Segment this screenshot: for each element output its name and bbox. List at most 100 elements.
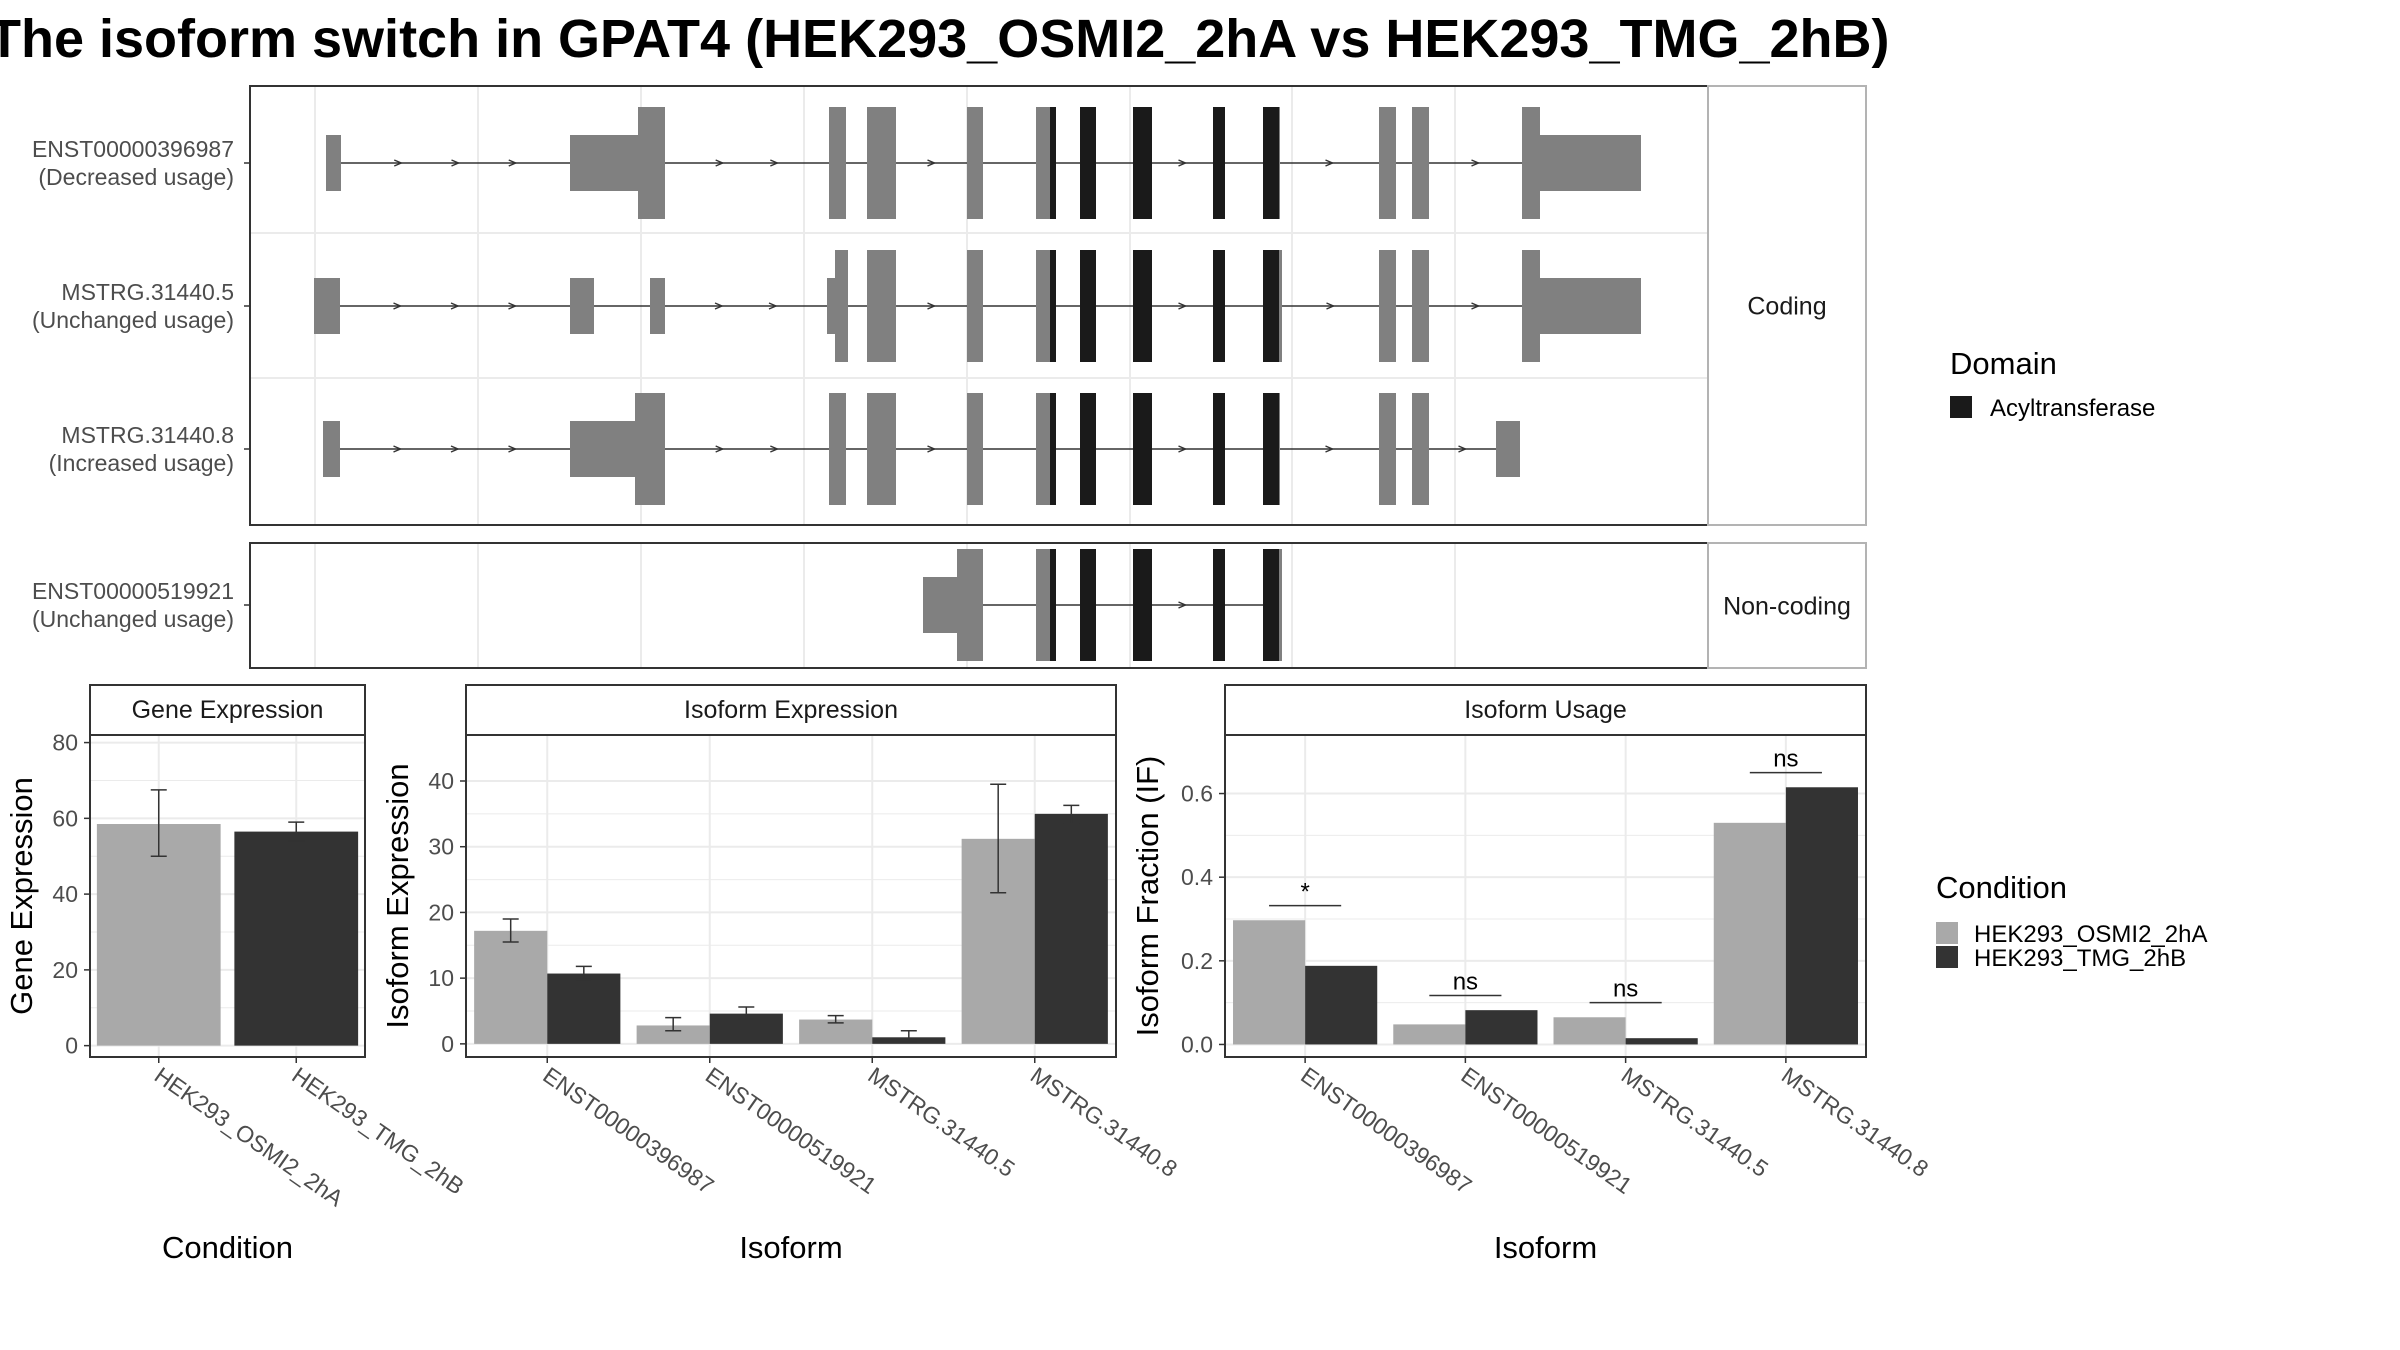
- strand-arrow: [450, 302, 460, 310]
- acyltransferase-domain: [1080, 107, 1096, 219]
- bar: [1393, 1024, 1466, 1045]
- significance-label: *: [1300, 879, 1309, 906]
- strand-arrow: [393, 159, 404, 167]
- strand-arrow: [927, 302, 937, 310]
- acyltransferase-domain: [1213, 107, 1225, 219]
- strand-arrow: [451, 159, 461, 167]
- x-tick-label: MSTRG.31440.8: [1777, 1062, 1933, 1182]
- strand-arrow: [1325, 445, 1335, 453]
- y-axis-title: Gene Expression: [4, 777, 39, 1015]
- bar: [96, 824, 221, 1046]
- acyltransferase-domain: [1133, 107, 1152, 219]
- x-tick-label: MSTRG.31440.8: [1026, 1062, 1182, 1182]
- acyltransferase-domain: [1263, 250, 1279, 362]
- bar: [474, 930, 548, 1044]
- exon: [570, 421, 635, 477]
- panel-border: [465, 734, 1117, 1058]
- bar: [1785, 787, 1858, 1045]
- y-tick-label: 0: [65, 1033, 78, 1059]
- exon: [650, 278, 665, 334]
- x-tick-label: ENST00000519921: [701, 1062, 881, 1199]
- y-tick-label: 0.2: [1181, 948, 1213, 974]
- y-tick-label: 60: [52, 805, 78, 831]
- exon: [635, 393, 665, 505]
- panel-border: [89, 734, 366, 1058]
- y-tick-label: 0.0: [1181, 1031, 1213, 1057]
- strand-arrow: [1178, 159, 1188, 167]
- acyltransferase-domain: [1213, 393, 1225, 505]
- transcript-id-label: ENST00000519921: [32, 578, 234, 604]
- bar: [636, 1025, 710, 1044]
- strand-arrow: [393, 302, 403, 310]
- panel-strip: [1224, 684, 1867, 736]
- bar: [1713, 822, 1786, 1045]
- exon: [1508, 421, 1520, 477]
- strand-arrow: [508, 302, 518, 310]
- acyltransferase-domain: [1050, 250, 1056, 362]
- domain-legend-key: [1950, 396, 1972, 418]
- y-tick-label: 0: [441, 1031, 454, 1057]
- transcript-usage-label: (Unchanged usage): [32, 606, 234, 632]
- exon: [957, 549, 983, 661]
- condition-legend-title: Condition: [1936, 870, 2067, 905]
- transcript-MSTRG.31440.8: [323, 393, 1520, 505]
- panel-border: [1224, 734, 1867, 1058]
- acyltransferase-domain: [1263, 549, 1279, 661]
- exon: [923, 577, 960, 633]
- exon: [570, 135, 638, 191]
- panel-strip: [465, 684, 1117, 736]
- x-tick-label: ENST00000396987: [538, 1062, 718, 1199]
- strand-arrow: [1178, 445, 1188, 453]
- acyltransferase-domain: [1050, 107, 1056, 219]
- panel-title: Gene Expression: [132, 696, 324, 724]
- panel-strip: [89, 684, 366, 736]
- strand-arrow: [508, 159, 518, 167]
- strand-arrow: [450, 445, 460, 453]
- strand-arrow: [508, 445, 518, 453]
- strand-arrow: [770, 445, 780, 453]
- strand-arrow: [927, 445, 937, 453]
- acyltransferase-domain: [1080, 549, 1096, 661]
- y-tick-label: 20: [52, 957, 78, 983]
- exon: [967, 250, 983, 362]
- acyltransferase-domain: [1263, 393, 1279, 505]
- exon: [867, 107, 896, 219]
- strand-arrow: [768, 302, 778, 310]
- exon: [1379, 107, 1396, 219]
- exon: [867, 250, 896, 362]
- domain-legend-title: Domain: [1950, 346, 2057, 381]
- y-axis-title: Isoform Fraction (IF): [1130, 756, 1165, 1037]
- bar: [1034, 813, 1108, 1044]
- acyltransferase-domain: [1080, 393, 1096, 505]
- strand-arrow: [714, 302, 724, 310]
- exon: [1412, 107, 1429, 219]
- isoform-structure-panel: ENST00000396987(Decreased usage) MSTRG.31…: [32, 85, 1867, 669]
- exon: [1412, 250, 1429, 362]
- transcript-usage-label: (Decreased usage): [38, 164, 234, 190]
- isoform-expression-panel: Isoform Expression 0 10 20 30 40 ENST000003969…: [380, 684, 1182, 1265]
- acyltransferase-domain: [1133, 549, 1152, 661]
- exon: [829, 393, 846, 505]
- exon: [1379, 393, 1396, 505]
- y-tick-label: 40: [428, 768, 454, 794]
- acyltransferase-domain: [1213, 549, 1225, 661]
- strand-arrow: [1471, 302, 1481, 310]
- exon: [1522, 250, 1540, 362]
- bar: [1233, 920, 1306, 1045]
- exon: [570, 278, 594, 334]
- strand-arrow: [715, 445, 725, 453]
- transcript-ENST00000519921: [923, 549, 1282, 661]
- exon: [314, 278, 340, 334]
- strand-arrow: [393, 445, 403, 453]
- condition-legend-label: HEK293_TMG_2hB: [1974, 945, 2186, 972]
- transcript-id-label: MSTRG.31440.8: [61, 422, 234, 448]
- acyltransferase-domain: [1213, 250, 1225, 362]
- domain-legend-label: Acyltransferase: [1990, 395, 2155, 422]
- significance-label: ns: [1453, 969, 1478, 996]
- acyltransferase-domain: [1263, 107, 1279, 219]
- transcript-id-label: ENST00000396987: [32, 136, 234, 162]
- figure-title: The isoform switch in GPAT4 (HEK293_OSMI…: [0, 9, 1890, 69]
- facet-label-coding: Coding: [1747, 293, 1826, 321]
- exon: [967, 107, 983, 219]
- strand-arrow: [1458, 445, 1468, 453]
